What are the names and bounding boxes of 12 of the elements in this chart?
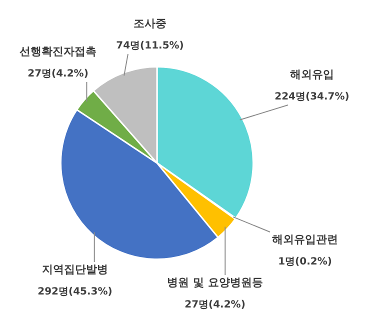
data-label: 74명(11.5%) <box>116 40 184 52</box>
data-label: 27명(4.2%) <box>184 300 246 311</box>
data-label: 292명(45.3%) <box>38 286 112 298</box>
slice-label: 해외유입관련 <box>272 232 338 246</box>
data-label: 224명(34.7%) <box>274 92 350 103</box>
data-label: 1명(0.2%) <box>278 256 332 268</box>
slice-label: 해외유입 <box>290 68 334 81</box>
slice-label: 선행확진자접촉 <box>20 44 96 58</box>
slice-label: 조사중 <box>134 16 166 30</box>
slice-label: 병원 및 요양병원등 <box>167 276 263 289</box>
data-label: 27명(4.2%) <box>28 68 88 80</box>
slice-label: 지역집단발병 <box>41 262 108 276</box>
